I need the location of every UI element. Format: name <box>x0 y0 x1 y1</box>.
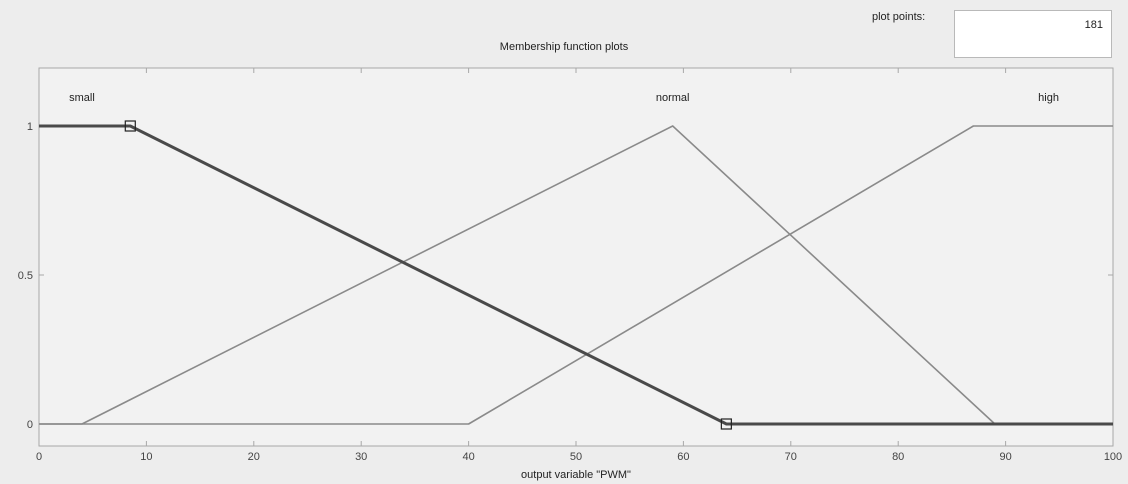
selection-handle-1[interactable] <box>124 120 136 132</box>
selection-handle-2[interactable] <box>720 418 732 430</box>
y-tick-label-1: 1 <box>27 121 33 133</box>
x-tick-label-80: 80 <box>892 451 904 463</box>
x-tick-label-100: 100 <box>1104 451 1122 463</box>
x-tick-label-0: 0 <box>36 451 42 463</box>
x-tick-label-20: 20 <box>248 451 260 463</box>
panel-title: Membership function plots <box>499 41 629 53</box>
x-tick-label-10: 10 <box>140 451 152 463</box>
mf-curve-high[interactable] <box>39 125 1113 425</box>
x-tick-label-50: 50 <box>570 451 582 463</box>
plot-points-label: plot points: <box>872 11 926 23</box>
plot-area <box>38 67 1114 447</box>
x-tick-label-70: 70 <box>785 451 797 463</box>
mf-label-high: high <box>1038 92 1059 104</box>
y-tick-label-0: 0 <box>27 419 33 431</box>
x-tick-label-90: 90 <box>999 451 1011 463</box>
membership-curves <box>39 124 1113 426</box>
y-tick-label-0.5: 0.5 <box>18 270 33 282</box>
axis-ticks: 0 10 20 30 40 50 60 70 80 90 100 0 0.5 1 <box>18 68 1122 463</box>
membership-function-labels: small normal high <box>69 92 1059 104</box>
x-tick-label-40: 40 <box>462 451 474 463</box>
x-tick-label-30: 30 <box>355 451 367 463</box>
x-tick-label-60: 60 <box>677 451 689 463</box>
mf-curve-small[interactable] <box>39 124 1113 426</box>
mf-label-small: small <box>69 92 95 104</box>
x-axis-label: output variable "PWM" <box>521 469 631 481</box>
selection-handles <box>124 120 732 430</box>
plot-points-input[interactable] <box>954 10 1112 58</box>
mf-label-normal: normal <box>656 92 690 104</box>
